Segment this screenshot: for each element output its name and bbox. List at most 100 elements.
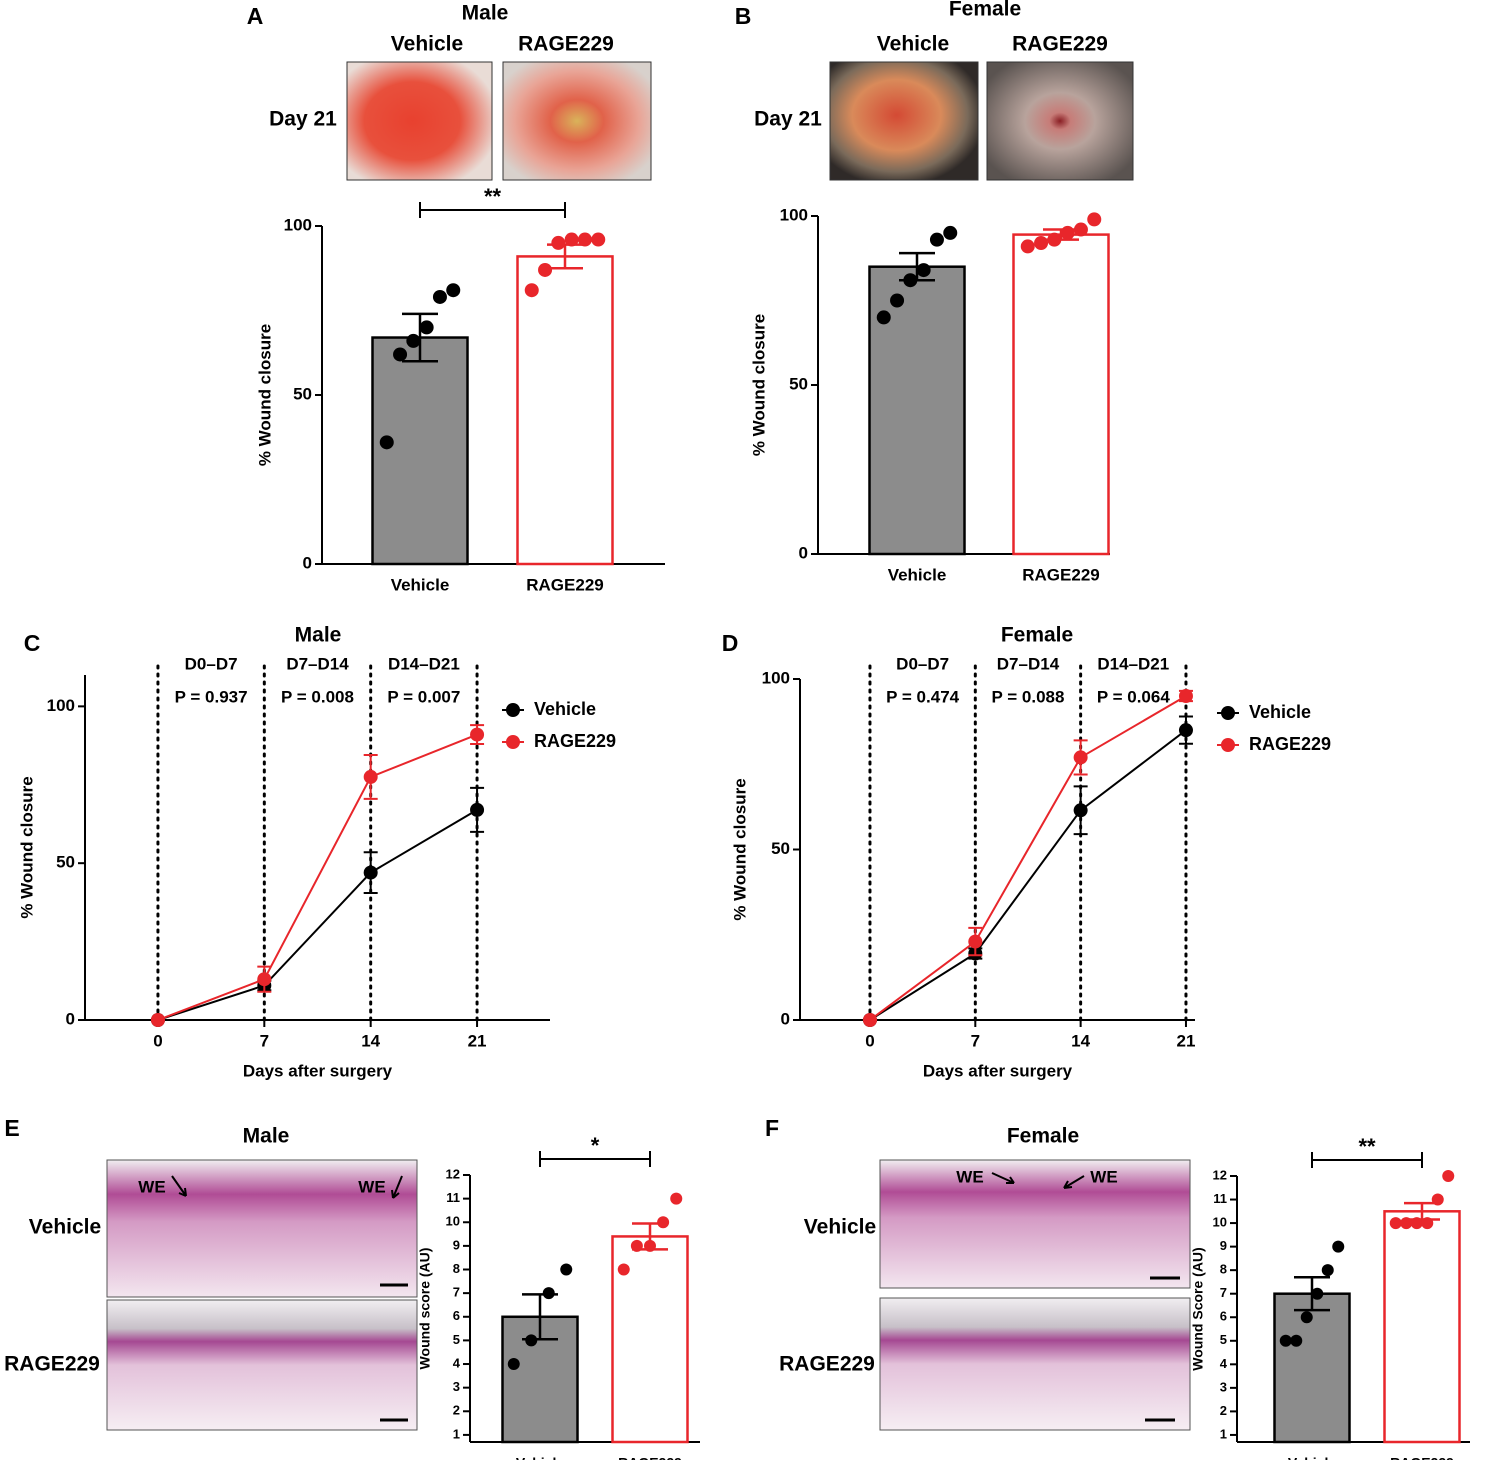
- legend-marker: [506, 703, 520, 717]
- x-tick-label: Vehicle: [516, 1455, 564, 1460]
- data-point: [1321, 1264, 1334, 1277]
- interval-label: D0–D7: [185, 654, 238, 673]
- wound-photo: [502, 61, 652, 181]
- data-point: [1410, 1217, 1423, 1230]
- data-point: [432, 289, 447, 304]
- legend-marker: [1221, 706, 1235, 720]
- series-line: [869, 695, 1187, 1021]
- data-point: [1073, 222, 1088, 237]
- y-tick-label: 2: [453, 1403, 460, 1418]
- image-row-label: RAGE229: [4, 1353, 100, 1376]
- data-point: [1389, 1217, 1402, 1230]
- x-tick-label: 14: [361, 1031, 380, 1050]
- data-point: [542, 1287, 555, 1300]
- x-tick-label: 14: [1071, 1031, 1090, 1050]
- bar: [516, 255, 614, 566]
- significance-bracket: [419, 202, 566, 218]
- data-point: [507, 1358, 520, 1371]
- data-point: [876, 310, 891, 325]
- panel-letter: C: [24, 630, 41, 656]
- y-tick-label: 0: [66, 1009, 75, 1028]
- series-line: [157, 809, 478, 1021]
- data-point: [929, 232, 944, 247]
- legend-marker: [1221, 738, 1235, 752]
- image-row-label: RAGE229: [779, 1353, 875, 1376]
- wound-photo: [346, 61, 493, 181]
- interval-label: D7–D14: [997, 654, 1060, 673]
- arrow: [1063, 1175, 1085, 1189]
- panel-title: Female: [1007, 1125, 1079, 1148]
- data-point: [968, 934, 983, 949]
- y-axis-label: % Wound closure: [749, 314, 768, 456]
- arrow: [991, 1172, 1015, 1184]
- p-value: P = 0.088: [991, 687, 1064, 706]
- x-tick-label: 0: [153, 1031, 162, 1050]
- y-axis-label: % Wound closure: [17, 776, 36, 918]
- interval-label: D0–D7: [896, 654, 949, 673]
- x-tick-label: 21: [1177, 1031, 1196, 1050]
- data-point: [1431, 1193, 1444, 1206]
- y-tick-label: 11: [446, 1190, 460, 1205]
- data-point: [1020, 239, 1035, 254]
- y-tick-label: 9: [1220, 1238, 1227, 1253]
- data-point: [630, 1239, 643, 1252]
- bar: [371, 336, 469, 566]
- data-point: [379, 435, 394, 450]
- data-point: [1442, 1170, 1455, 1182]
- y-tick-label: 8: [1220, 1262, 1227, 1277]
- p-value: P = 0.474: [886, 687, 959, 706]
- p-value: P = 0.007: [387, 687, 460, 706]
- data-point: [591, 232, 606, 247]
- panel-letter: D: [722, 630, 739, 656]
- interval-label: D14–D21: [1097, 654, 1169, 673]
- image-column-label: RAGE229: [1012, 33, 1108, 56]
- data-point: [903, 273, 918, 288]
- y-tick-label: 8: [453, 1261, 460, 1276]
- x-tick-label: 7: [260, 1031, 269, 1050]
- significance-bracket: [1311, 1152, 1423, 1168]
- p-value: P = 0.008: [281, 687, 354, 706]
- series-line: [157, 733, 478, 1021]
- data-point: [1087, 212, 1102, 227]
- panel-title: Male: [462, 2, 509, 25]
- x-tick-label: RAGE229: [1390, 1455, 1454, 1460]
- data-point: [538, 262, 553, 277]
- y-tick-label: 50: [771, 839, 790, 858]
- p-value: P = 0.064: [1097, 687, 1170, 706]
- data-point: [1073, 803, 1088, 818]
- bar: [1273, 1292, 1351, 1444]
- wound-photo: [986, 61, 1134, 181]
- y-tick-label: 10: [1213, 1215, 1227, 1230]
- x-axis-label: Days after surgery: [923, 1061, 1073, 1080]
- data-point: [862, 1013, 877, 1027]
- legend-label: Vehicle: [534, 699, 596, 719]
- data-point: [1421, 1217, 1434, 1230]
- panel-letter: E: [4, 1115, 19, 1141]
- data-point: [1060, 225, 1075, 240]
- y-tick-label: 7: [1220, 1285, 1227, 1300]
- data-point: [1178, 689, 1193, 704]
- y-tick-label: 0: [303, 553, 312, 572]
- y-tick-label: 50: [56, 853, 75, 872]
- x-tick-label: Vehicle: [391, 575, 450, 594]
- data-point: [1279, 1334, 1292, 1347]
- image-column-label: Vehicle: [877, 33, 949, 56]
- y-tick-label: 4: [1220, 1356, 1228, 1371]
- histology-image: [879, 1159, 1191, 1289]
- image-annotation: WE: [358, 1177, 385, 1196]
- image-column-label: Vehicle: [391, 33, 463, 56]
- y-tick-label: 100: [284, 215, 312, 234]
- panel-title: Female: [1001, 624, 1073, 647]
- data-point: [470, 802, 485, 817]
- x-tick-label: 21: [468, 1031, 487, 1050]
- interval-label: D14–D21: [388, 654, 460, 673]
- p-value: P = 0.937: [175, 687, 248, 706]
- y-tick-label: 50: [789, 374, 808, 393]
- data-point: [393, 347, 408, 362]
- image-row-label: Vehicle: [804, 1216, 876, 1239]
- panel-title: Male: [295, 624, 342, 647]
- data-point: [1034, 236, 1049, 251]
- y-tick-label: 7: [453, 1285, 460, 1300]
- y-tick-label: 0: [781, 1009, 790, 1028]
